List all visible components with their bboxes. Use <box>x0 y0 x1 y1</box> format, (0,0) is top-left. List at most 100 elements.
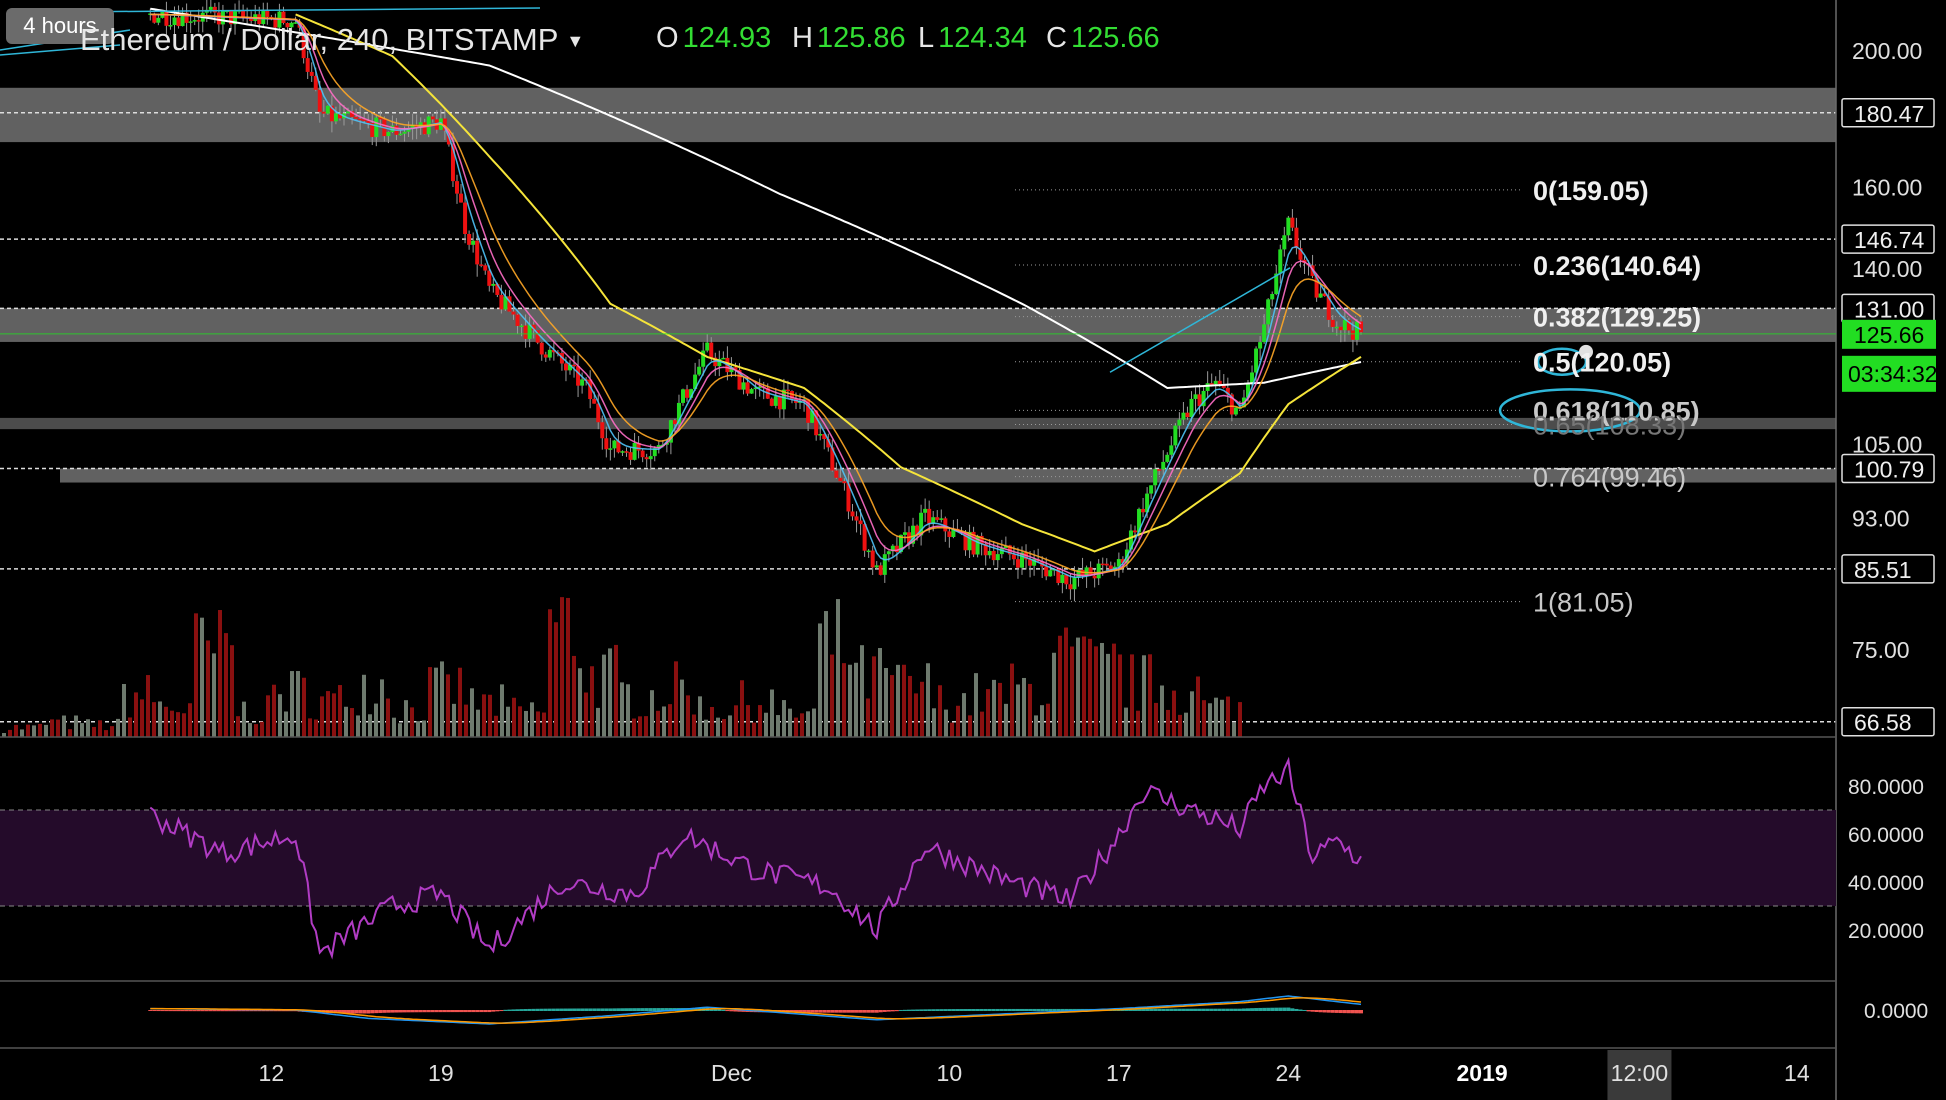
candle[interactable] <box>834 470 839 478</box>
candle[interactable] <box>620 451 625 453</box>
candle[interactable] <box>1274 273 1279 295</box>
candle[interactable] <box>890 545 895 552</box>
candle[interactable] <box>818 434 823 436</box>
candle[interactable] <box>1201 390 1206 407</box>
rsi-line[interactable] <box>149 756 1362 960</box>
candle[interactable] <box>862 524 867 551</box>
candle[interactable] <box>523 325 528 339</box>
candle[interactable] <box>713 357 718 367</box>
candle[interactable] <box>826 439 831 448</box>
candle[interactable] <box>1250 372 1255 384</box>
candle[interactable] <box>317 89 322 112</box>
candle[interactable] <box>1225 387 1230 395</box>
candle[interactable] <box>208 6 213 10</box>
candle[interactable] <box>471 240 476 245</box>
candle[interactable] <box>1205 383 1210 391</box>
candle[interactable] <box>1359 321 1363 333</box>
candle[interactable] <box>624 451 629 453</box>
candle[interactable] <box>604 438 609 450</box>
candle[interactable] <box>1290 217 1295 228</box>
candle[interactable] <box>346 111 351 114</box>
candle[interactable] <box>1246 383 1250 398</box>
candle[interactable] <box>588 379 593 400</box>
candle[interactable] <box>1149 485 1154 494</box>
candle[interactable] <box>450 144 455 182</box>
candle[interactable] <box>1314 275 1319 298</box>
candle[interactable] <box>1322 293 1327 297</box>
candle[interactable] <box>979 535 984 544</box>
candle[interactable] <box>636 442 641 451</box>
candle[interactable] <box>822 434 827 440</box>
candle[interactable] <box>850 511 855 517</box>
candle[interactable] <box>1338 326 1343 331</box>
candle[interactable] <box>632 442 637 460</box>
candle[interactable] <box>773 396 778 406</box>
candle[interactable] <box>1330 319 1335 327</box>
candle[interactable] <box>1294 227 1299 249</box>
candle[interactable] <box>301 27 306 59</box>
candle[interactable] <box>1262 324 1267 343</box>
macd-line[interactable] <box>150 995 1362 1025</box>
candle[interactable] <box>628 452 633 460</box>
candle[interactable] <box>329 105 334 122</box>
last-price-tag[interactable] <box>1842 319 1936 349</box>
candle[interactable] <box>572 364 577 367</box>
candle[interactable] <box>543 354 548 358</box>
candle[interactable] <box>741 382 746 390</box>
candle[interactable] <box>676 402 681 425</box>
candle[interactable] <box>870 550 875 568</box>
candle[interactable] <box>685 389 690 398</box>
candle[interactable] <box>983 543 988 556</box>
candle[interactable] <box>616 440 621 453</box>
trend-line[interactable] <box>59 7 541 13</box>
candle[interactable] <box>963 532 968 551</box>
candle[interactable] <box>1197 394 1202 407</box>
candle[interactable] <box>1048 570 1053 577</box>
candle[interactable] <box>1120 559 1125 563</box>
candle[interactable] <box>1072 577 1077 590</box>
candle[interactable] <box>814 410 819 436</box>
candle[interactable] <box>188 21 193 23</box>
candle[interactable] <box>196 20 201 22</box>
candle[interactable] <box>935 517 940 520</box>
candle[interactable] <box>947 531 952 537</box>
candle[interactable] <box>717 358 722 367</box>
candle[interactable] <box>241 10 246 17</box>
candle[interactable] <box>1334 326 1339 329</box>
candle[interactable] <box>608 448 613 450</box>
candle[interactable] <box>491 283 496 286</box>
candle[interactable] <box>374 117 379 138</box>
ema-mid-line[interactable] <box>150 13 1362 577</box>
candle[interactable] <box>152 13 157 23</box>
candle[interactable] <box>1233 407 1238 415</box>
candle[interactable] <box>1258 342 1263 349</box>
macd-signal-line[interactable] <box>150 997 1362 1024</box>
candle[interactable] <box>249 17 254 21</box>
candle[interactable] <box>507 296 512 312</box>
candle[interactable] <box>164 11 169 26</box>
candle[interactable] <box>777 396 782 410</box>
candle[interactable] <box>273 17 278 28</box>
candle[interactable] <box>1141 508 1146 513</box>
candle[interactable] <box>455 181 459 194</box>
candle[interactable] <box>184 12 189 23</box>
candle[interactable] <box>459 193 464 203</box>
candle[interactable] <box>1346 320 1351 331</box>
candle[interactable] <box>991 550 996 561</box>
candle[interactable] <box>1020 552 1024 568</box>
candle[interactable] <box>410 124 415 128</box>
candle[interactable] <box>430 116 435 120</box>
candle[interactable] <box>576 366 581 386</box>
candle[interactable] <box>592 399 597 404</box>
candle[interactable] <box>733 367 738 370</box>
candle[interactable] <box>600 422 605 439</box>
candle[interactable] <box>1076 569 1081 578</box>
candle[interactable] <box>846 483 851 512</box>
candle[interactable] <box>923 508 928 513</box>
candle[interactable] <box>927 508 932 524</box>
candle[interactable] <box>337 113 342 119</box>
candle[interactable] <box>503 296 508 310</box>
candle[interactable] <box>212 6 217 13</box>
candle[interactable] <box>830 447 835 471</box>
candle[interactable] <box>769 398 774 406</box>
